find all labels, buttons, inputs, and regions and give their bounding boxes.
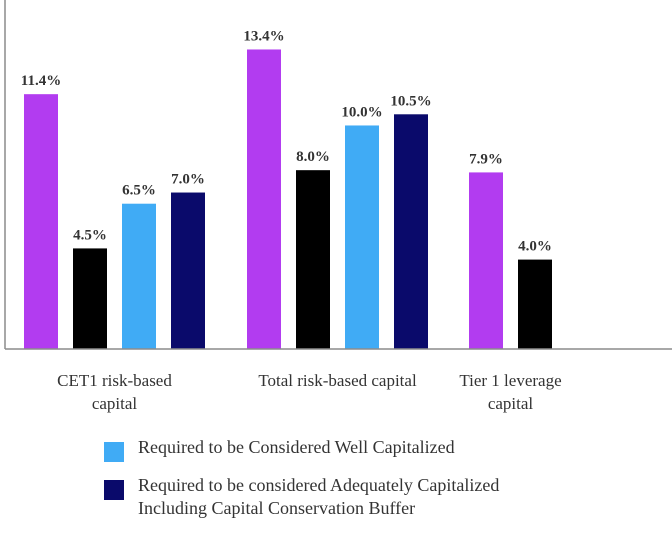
data-label-2-1: 4.0%	[518, 239, 552, 255]
data-label-1-3: 10.5%	[390, 93, 431, 109]
bar-2-0	[469, 172, 503, 349]
bar-1-1	[296, 170, 330, 349]
bar-2-1	[518, 259, 552, 349]
bar-0-0	[24, 94, 58, 349]
data-label-1-1: 8.0%	[296, 149, 330, 165]
data-label-0-2: 6.5%	[122, 183, 156, 199]
data-label-1-0: 13.4%	[243, 28, 284, 44]
bar-0-1	[73, 248, 107, 349]
bar-chart: 11.4% 4.5% 6.5% 7.0% CET1 risk-based capital 1…	[4, 0, 672, 413]
data-label-0-1: 4.5%	[73, 227, 107, 243]
data-label-0-3: 7.0%	[171, 172, 205, 188]
category-label-1: Total risk-based capital	[258, 371, 417, 390]
legend-label-well-capitalized: Required to be Considered Well Capitaliz…	[138, 437, 455, 457]
bar-1-3	[394, 114, 428, 349]
legend-item-well-capitalized: Required to be Considered Well Capitaliz…	[104, 436, 624, 462]
bar-0-2	[122, 203, 156, 349]
category-label-0: CET1 risk-based capital	[57, 371, 172, 413]
data-label-1-2: 10.0%	[341, 104, 382, 120]
bar-1-0	[247, 49, 281, 350]
legend: Required to be Considered Well Capitaliz…	[104, 436, 624, 532]
legend-item-adequately-capitalized: Required to be considered Adequately Cap…	[104, 474, 624, 520]
category-label-2: Tier 1 leverage capital	[459, 371, 561, 413]
bar-0-3	[171, 192, 205, 349]
legend-swatch-well-capitalized	[104, 442, 124, 462]
legend-label-adequately-capitalized: Required to be considered Adequately Cap…	[138, 475, 500, 518]
data-label-0-0: 11.4%	[21, 73, 61, 89]
bar-1-2	[345, 125, 379, 350]
data-label-2-0: 7.9%	[469, 151, 503, 167]
legend-swatch-adequately-capitalized	[104, 480, 124, 500]
